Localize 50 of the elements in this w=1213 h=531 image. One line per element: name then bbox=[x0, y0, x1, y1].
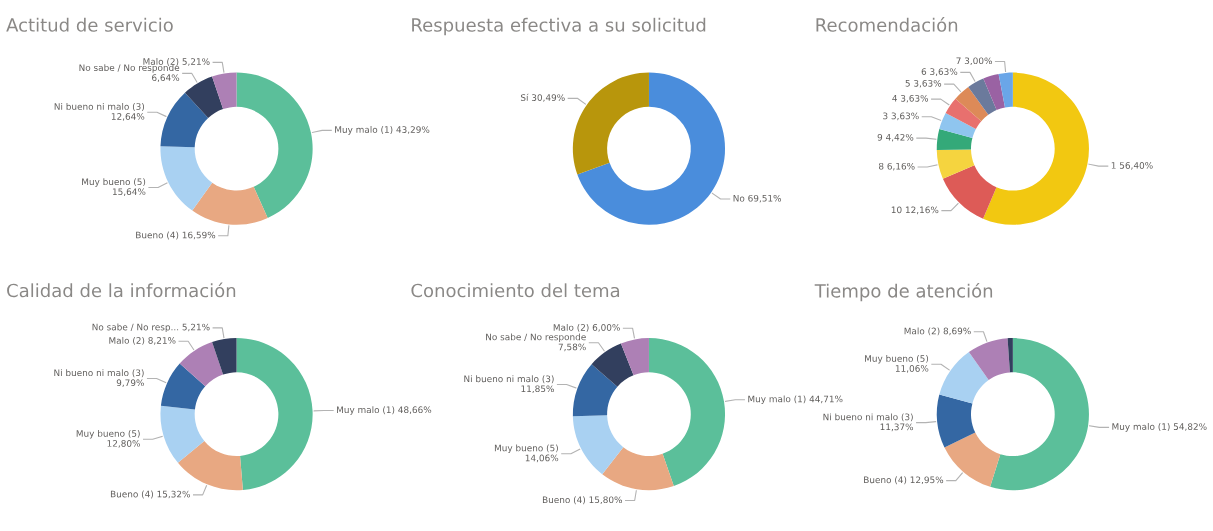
slice-label: Malo (2) 6,00% bbox=[553, 323, 620, 332]
slice-label: 5 3,63% bbox=[905, 79, 942, 88]
chart-title: Conocimiento del tema bbox=[411, 283, 620, 298]
slice-label: Muy bueno (5) bbox=[76, 429, 140, 439]
chart-title: Actitud de servicio bbox=[6, 17, 173, 32]
slice-label: Malo (2) 5,21% bbox=[143, 58, 210, 66]
chart-title: Respuesta efectiva a su solicitud bbox=[412, 17, 706, 36]
chart-title: Tiempo de atención bbox=[814, 282, 993, 302]
data-label: 6,64% bbox=[152, 74, 180, 82]
data-label: 11,37% bbox=[880, 423, 914, 432]
slice-label: 3 3,63% bbox=[883, 112, 919, 121]
data-label: 12,80% bbox=[107, 440, 140, 448]
slice-label: Ni bueno ni malo (3) bbox=[54, 102, 145, 111]
slice-label: Ni bueno ni malo (3) bbox=[54, 369, 144, 378]
slice-label: Bueno (4) 15,32% bbox=[110, 490, 190, 499]
slice-label: Ni bueno ni malo (3) bbox=[464, 375, 554, 384]
slice-label: No 69,51% bbox=[733, 194, 782, 203]
data-label: 11,06% bbox=[895, 365, 929, 373]
slice-label: Ni bueno ni malo (3) bbox=[823, 413, 913, 422]
slice-label: 8 6,16% bbox=[878, 162, 915, 171]
slice-label: 6 3,63% bbox=[921, 68, 958, 76]
chart-title: Calidad de la información bbox=[7, 282, 236, 298]
data-label: 15,64% bbox=[112, 188, 146, 196]
chart-title: Recomendación bbox=[816, 17, 958, 32]
slice-label: 4 3,63% bbox=[892, 94, 929, 103]
slice-label: No sabe / No resp... 5,21% bbox=[92, 323, 210, 333]
slice-label: 10 12,16% bbox=[891, 206, 939, 215]
slice-label: Sí 30,49% bbox=[520, 93, 565, 102]
slice-label: No sabe / No responde bbox=[79, 64, 180, 73]
slice-label: 1 56,40% bbox=[1111, 162, 1153, 170]
data-label: 9,79% bbox=[116, 379, 144, 387]
slice-label: Muy bueno (5) bbox=[82, 178, 146, 187]
slice-label: Bueno (4) 16,59% bbox=[136, 231, 216, 240]
slice-label: Muy bueno (5) bbox=[494, 444, 558, 454]
slice-label: Muy malo (1) 48,66% bbox=[337, 406, 432, 415]
data-label: 14,06% bbox=[525, 454, 559, 463]
data-label: 11,85% bbox=[521, 385, 554, 394]
data-label: 12,64% bbox=[111, 113, 145, 121]
slice-label: Muy malo (1) 43,29% bbox=[335, 126, 430, 135]
slice-label: Muy malo (1) 54,82% bbox=[1112, 423, 1207, 432]
slice-label: Malo (2) 8,21% bbox=[109, 336, 176, 345]
slice-label: Muy malo (1) 44,71% bbox=[748, 395, 843, 404]
slice-label: Muy bueno (5) bbox=[865, 354, 929, 364]
slice-label: No sabe / No responde bbox=[486, 333, 586, 343]
slice-label: Malo (2) 8,69% bbox=[904, 327, 971, 336]
slice-label: 9 4,42% bbox=[877, 133, 914, 142]
slice-label: Bueno (4) 15,80% bbox=[542, 496, 622, 505]
data-label: 7,58% bbox=[558, 343, 586, 352]
slice-label: Bueno (4) 12,95% bbox=[864, 476, 944, 485]
slice-label: 7 3,00% bbox=[956, 57, 992, 66]
